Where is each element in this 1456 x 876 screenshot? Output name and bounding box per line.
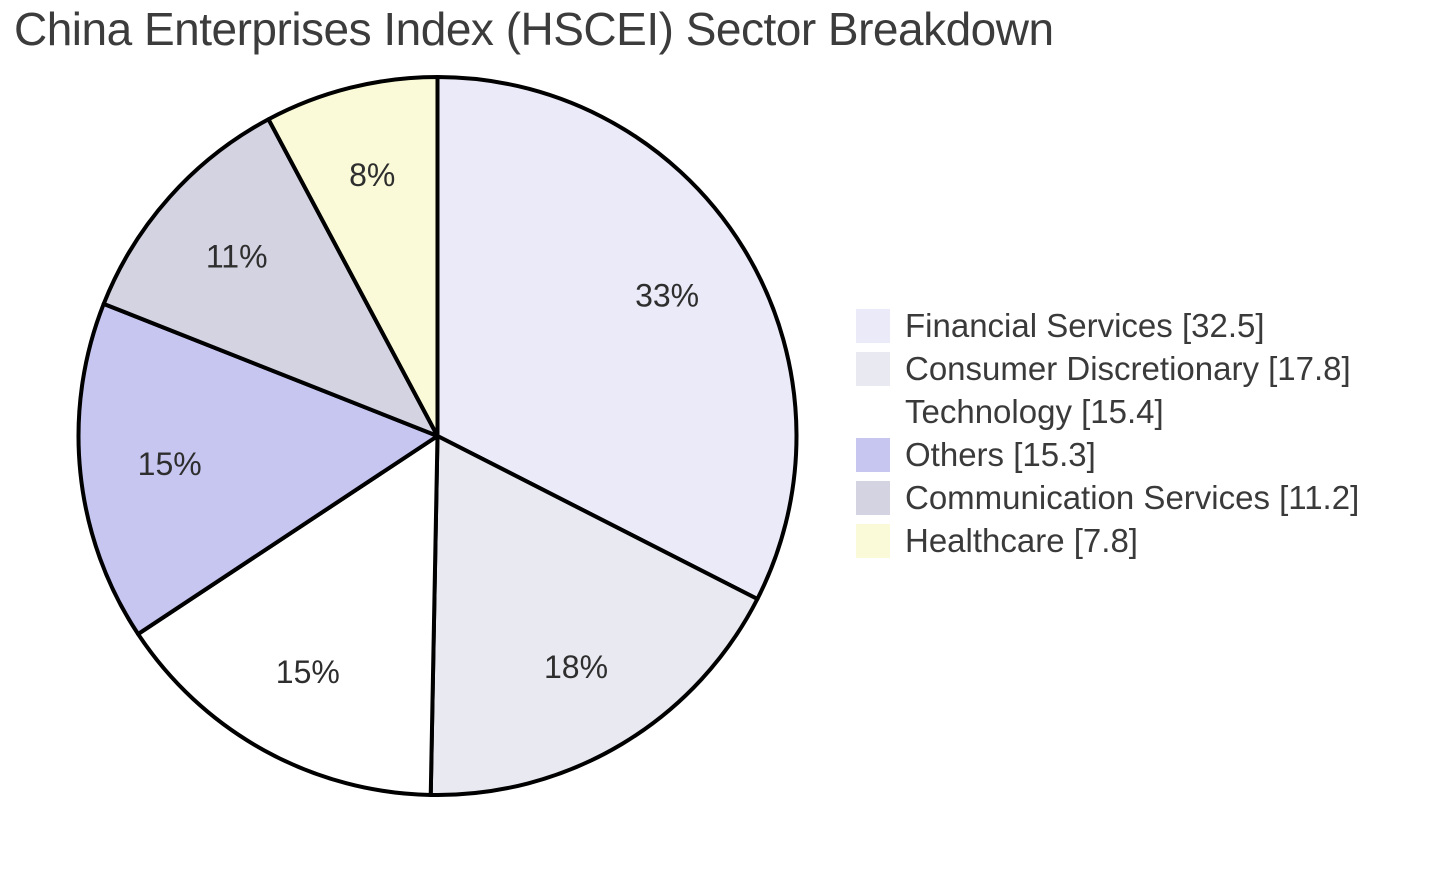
- pie-percentage-label-technology: 15%: [276, 654, 340, 690]
- pie-percentage-label-consumer-discretionary: 18%: [544, 649, 608, 685]
- legend-item-financial-services[interactable]: Financial Services [32.5]: [856, 304, 1359, 347]
- pie-slice-technology[interactable]: [136, 434, 440, 797]
- legend-item-others[interactable]: Others [15.3]: [856, 433, 1359, 476]
- legend-item-healthcare[interactable]: Healthcare [7.8]: [856, 519, 1359, 562]
- legend-label-financial-services: Financial Services [32.5]: [905, 306, 1265, 344]
- pie-percentage-label-financial-services: 33%: [635, 277, 699, 313]
- legend-swatch-healthcare: [856, 523, 890, 558]
- legend-swatch-financial-services: [856, 308, 890, 343]
- legend-item-consumer-discretionary[interactable]: Consumer Discretionary [17.8]: [856, 347, 1359, 390]
- pie-percentage-label-healthcare: 8%: [349, 157, 395, 193]
- legend-label-consumer-discretionary: Consumer Discretionary [17.8]: [905, 349, 1351, 387]
- legend-swatch-technology: [856, 394, 890, 429]
- pie-slice-others[interactable]: [76, 301, 440, 637]
- pie-slice-financial-services[interactable]: [435, 75, 799, 601]
- chart-title: China Enterprises Index (HSCEI) Sector B…: [14, 3, 1054, 55]
- pie-percentage-label-others: 15%: [138, 446, 202, 482]
- legend-swatch-communication-services: [856, 480, 890, 515]
- legend-swatch-others: [856, 437, 890, 472]
- legend-label-others: Others [15.3]: [905, 435, 1096, 473]
- legend-item-communication-services[interactable]: Communication Services [11.2]: [856, 476, 1359, 519]
- pie-slice-consumer-discretionary[interactable]: [428, 434, 760, 797]
- pie-percentage-label-communication-services: 11%: [206, 239, 268, 275]
- legend-label-communication-services: Communication Services [11.2]: [905, 478, 1360, 516]
- pie-slice-communication-services[interactable]: [101, 117, 440, 438]
- legend-item-technology[interactable]: Technology [15.4]: [856, 390, 1359, 433]
- pie-slice-healthcare[interactable]: [266, 75, 440, 438]
- legend-swatch-consumer-discretionary: [856, 351, 890, 386]
- legend-label-technology: Technology [15.4]: [905, 392, 1164, 430]
- legend-label-healthcare: Healthcare [7.8]: [905, 521, 1138, 559]
- legend: Financial Services [32.5] Consumer Discre…: [856, 304, 1359, 562]
